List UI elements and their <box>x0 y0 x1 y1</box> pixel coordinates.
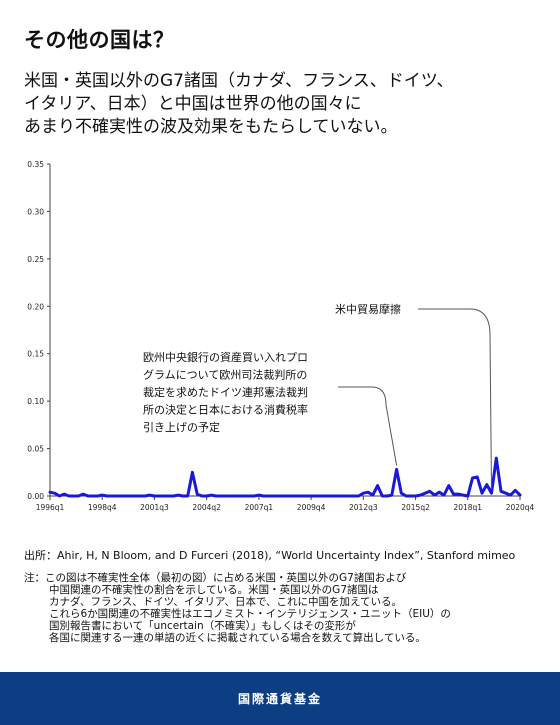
chart-axes <box>49 164 520 497</box>
y-tick-label: 0.10 <box>27 397 44 406</box>
note-text: 注：この図は不確実性全体（最初の図）に占める米国・英国以外のG7諸国および 中国… <box>24 572 544 644</box>
y-tick-label: 0.35 <box>27 160 44 169</box>
x-axis-ticks: 1996q1 1998q4 2001q3 2004q2 2007q1 2009q4 2012… <box>36 496 535 512</box>
x-tick-label: 2009q4 <box>297 503 326 512</box>
y-tick-label: 0.15 <box>27 350 44 359</box>
page-title: その他の国は？ <box>24 28 175 52</box>
note-line: これら6か国関連の不確実性はエコノミスト・インテリジェンス・ユニット（EIU）の <box>49 608 451 620</box>
x-tick-label: 2012q3 <box>349 503 378 512</box>
subtitle-line: イタリア、日本）と中国は世界の他の国々に <box>24 94 362 114</box>
x-tick-label: 2001q3 <box>140 503 169 512</box>
annotation-ecb-label-line: 欧州中央銀行の資産買い入れプロ <box>143 350 308 364</box>
note-line: 注：この図は不確実性全体（最初の図）に占める米国・英国以外のG7諸国および <box>24 572 407 584</box>
note-line: 中国関連の不確実性の割合を示している。米国・英国以外のG7諸国は <box>49 584 379 596</box>
annotation-ecb-label-line: 所の決定と日本における消費税率 <box>143 403 308 417</box>
x-tick-label: 1998q4 <box>88 503 117 512</box>
note-line: 各国に関連する一連の単語の近くに掲載されている場合を数えて算出している。 <box>49 632 426 644</box>
x-tick-label: 2018q1 <box>453 503 482 512</box>
subtitle-line: 米国・英国以外のG7諸国（カナダ、フランス、ドイツ、 <box>24 71 454 91</box>
y-tick-label: 0.20 <box>27 302 44 311</box>
footer-bar: 国際通貨基金 <box>0 672 560 725</box>
annotations: 米中貿易摩擦欧州中央銀行の資産買い入れプログラムについて欧州司法裁判所の裁定を求… <box>143 302 492 490</box>
x-tick-label: 2020q4 <box>506 503 535 512</box>
series-line <box>48 456 522 498</box>
x-tick-label: 2015q2 <box>401 503 430 512</box>
y-tick-label: 0.25 <box>27 255 44 264</box>
y-tick-label: 0.00 <box>27 492 44 501</box>
footer-label: 国際通貨基金 <box>237 692 322 706</box>
annotation-ecb-label-line: 裁定を求めたドイツ連邦憲法裁判 <box>143 385 308 399</box>
note-line: カナダ、フランス、ドイツ、イタリア、日本で、これに中国を加えている。 <box>49 596 403 608</box>
y-tick-label: 0.05 <box>27 445 44 454</box>
x-tick-label: 2007q1 <box>245 503 274 512</box>
subtitle-line: あまり不確実性の波及効果をもたらしていない。 <box>24 117 398 137</box>
x-tick-label: 2004q2 <box>192 503 221 512</box>
note-line: 国別報告書において「uncertain（不確実）」もしくはその変形が <box>49 620 356 632</box>
annotation-ecb-label-line: 引き上げの予定 <box>143 420 220 434</box>
annotation-trade-label: 米中貿易摩擦 <box>335 302 401 316</box>
uncertainty-line-chart: 0.000.050.100.150.200.250.300.35 1996q1 1… <box>27 160 535 512</box>
annotation-ecb-leader <box>338 386 398 466</box>
annotation-trade-leader <box>418 308 492 490</box>
subtitle: 米国・英国以外のG7諸国（カナダ、フランス、ドイツ、 イタリア、日本）と中国は世… <box>24 70 544 139</box>
annotation-ecb-label-line: グラムについて欧州司法裁判所の <box>143 368 307 382</box>
x-tick-label: 1996q1 <box>36 503 65 512</box>
source-text: 出所：Ahir, H, N Bloom, and D Furceri (2018… <box>24 549 516 562</box>
y-axis-ticks: 0.00 0.05 0.10 0.15 0.20 0.25 0.30 0.35 <box>27 160 50 501</box>
y-tick-label: 0.30 <box>27 207 44 216</box>
